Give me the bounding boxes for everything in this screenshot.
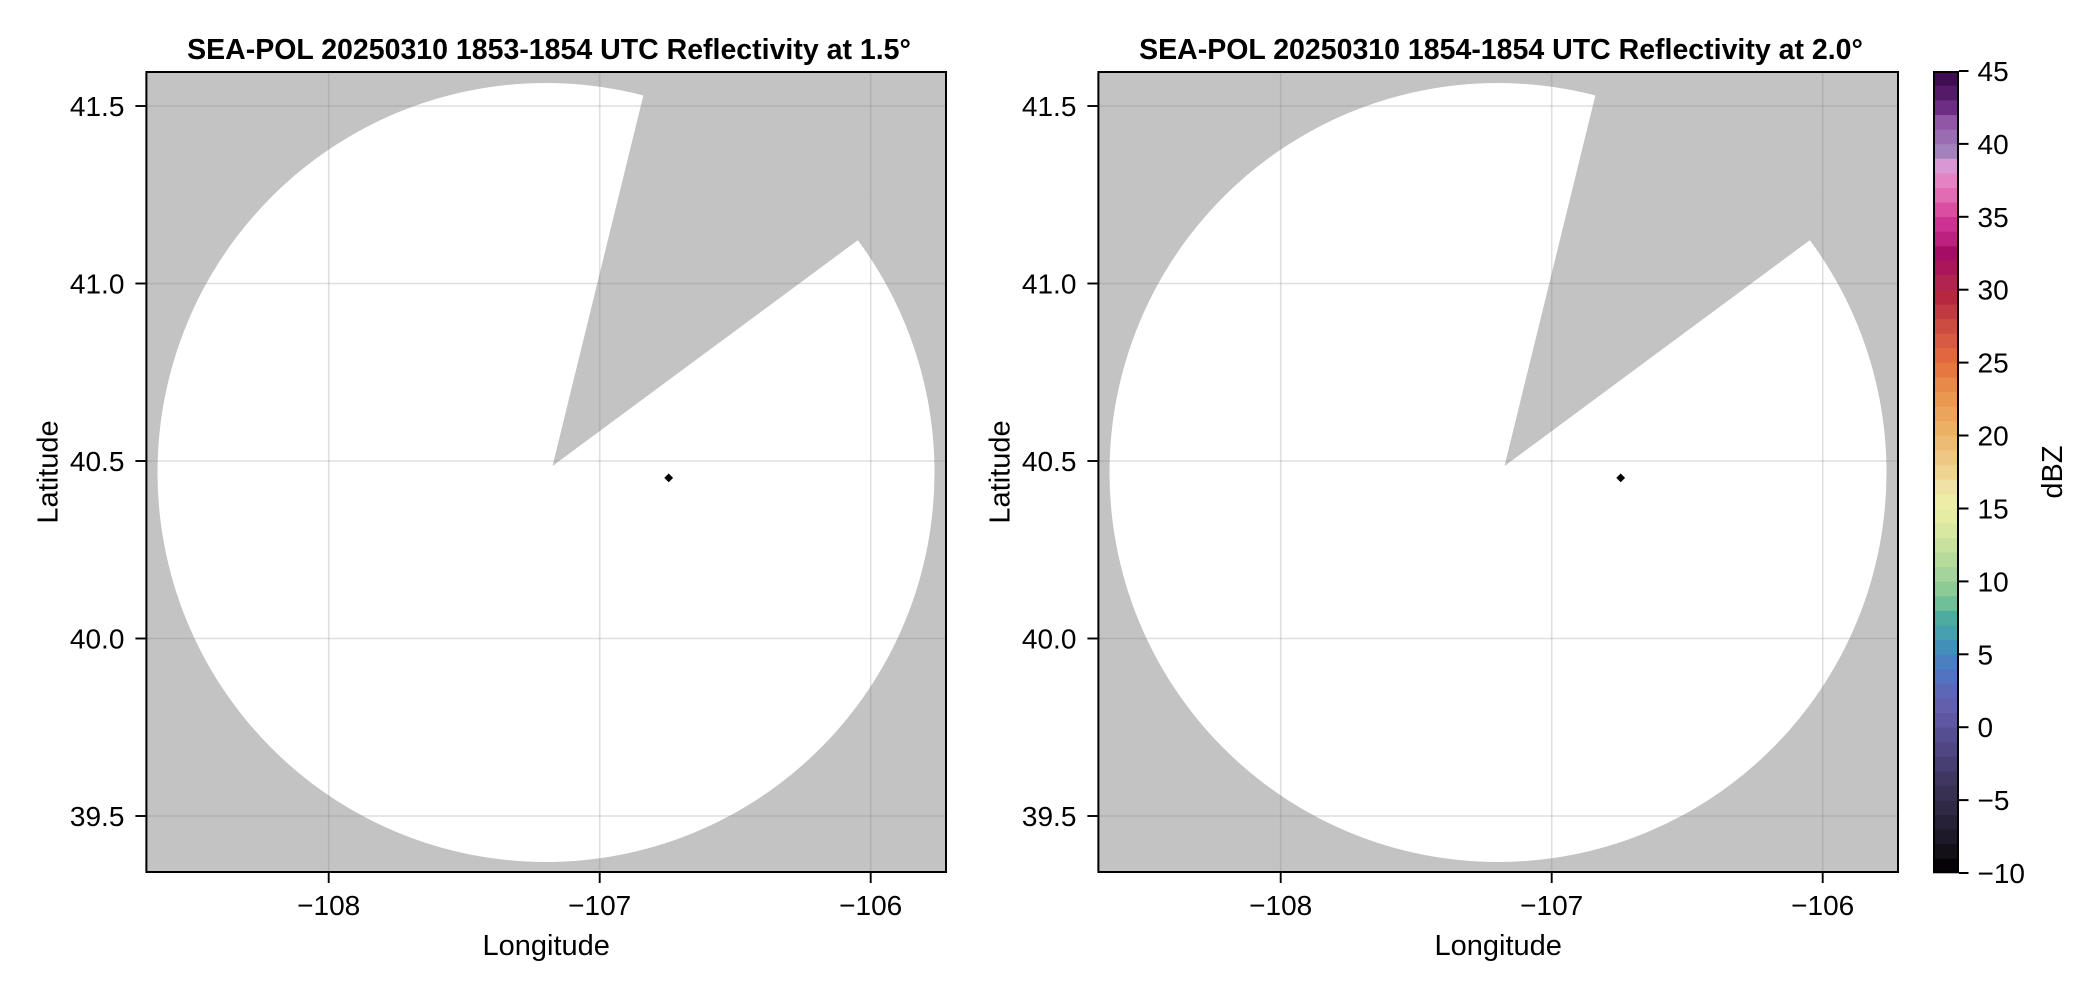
svg-text:SEA-POL 20250310 1853-1854 UTC: SEA-POL 20250310 1853-1854 UTC Reflectiv… (187, 34, 911, 66)
svg-text:20: 20 (1978, 421, 2009, 452)
svg-text:−10: −10 (1978, 858, 2026, 889)
svg-text:39.5: 39.5 (1022, 801, 1077, 832)
svg-text:Longitude: Longitude (482, 930, 609, 962)
svg-text:40: 40 (1978, 129, 2009, 160)
svg-text:41.0: 41.0 (1022, 269, 1077, 300)
svg-text:Longitude: Longitude (1434, 930, 1561, 962)
svg-text:−106: −106 (1791, 890, 1854, 921)
svg-text:5: 5 (1978, 639, 1994, 670)
svg-text:41.5: 41.5 (70, 91, 125, 122)
svg-text:SEA-POL 20250310 1854-1854 UTC: SEA-POL 20250310 1854-1854 UTC Reflectiv… (1139, 34, 1863, 66)
svg-text:−5: −5 (1978, 785, 2010, 816)
svg-text:dBZ: dBZ (2037, 445, 2069, 498)
svg-text:40.5: 40.5 (70, 446, 125, 477)
svg-text:35: 35 (1978, 202, 2009, 233)
svg-text:40.5: 40.5 (1022, 446, 1077, 477)
svg-text:−107: −107 (1520, 890, 1583, 921)
svg-text:0: 0 (1978, 712, 1994, 743)
svg-text:Latitude: Latitude (984, 420, 1016, 523)
svg-text:41.0: 41.0 (70, 269, 125, 300)
svg-text:10: 10 (1978, 566, 2009, 597)
svg-text:−107: −107 (568, 890, 631, 921)
svg-text:45: 45 (1978, 56, 2009, 87)
svg-text:25: 25 (1978, 348, 2009, 379)
svg-text:−108: −108 (1249, 890, 1312, 921)
svg-text:Latitude: Latitude (32, 420, 64, 523)
svg-text:−108: −108 (297, 890, 360, 921)
svg-text:−106: −106 (839, 890, 902, 921)
svg-text:41.5: 41.5 (1022, 91, 1077, 122)
svg-text:40.0: 40.0 (70, 624, 125, 655)
svg-text:15: 15 (1978, 494, 2009, 525)
svg-text:40.0: 40.0 (1022, 624, 1077, 655)
svg-text:30: 30 (1978, 275, 2009, 306)
svg-text:39.5: 39.5 (70, 801, 125, 832)
